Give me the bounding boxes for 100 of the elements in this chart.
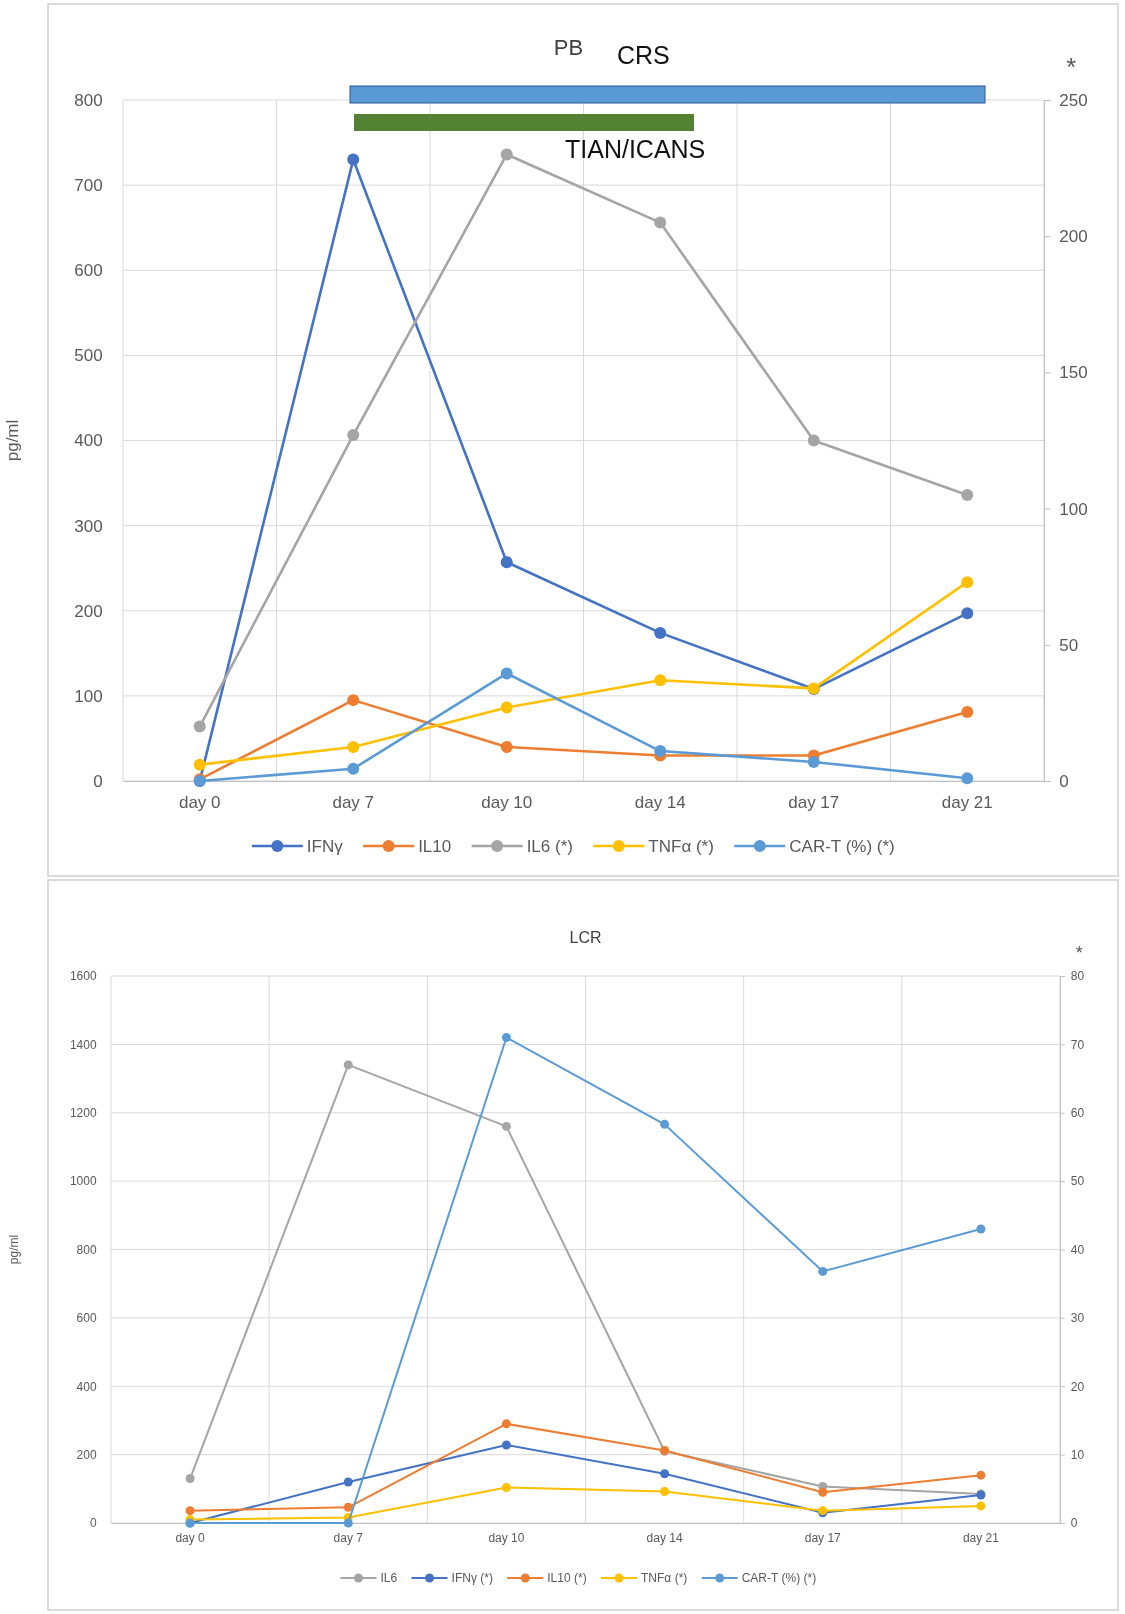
point [654,745,667,758]
y2-tick-label: 80 [1070,969,1085,984]
y-tick-label: 500 [74,346,103,366]
point [501,1033,511,1043]
point [660,1487,670,1497]
point [961,488,974,501]
legend-label: IL10 (*) [547,1571,587,1586]
point [500,556,513,569]
chart-title: PB [553,35,584,60]
point [961,772,974,785]
point [347,694,360,707]
y-tick-label: 800 [74,90,103,110]
y2-axis-title: * [1066,53,1077,82]
point [343,1518,353,1528]
point [343,1477,353,1487]
point [501,1121,511,1131]
point [347,153,360,166]
point [347,762,360,775]
point [654,674,667,687]
point [501,1440,511,1450]
y2-tick-label: 250 [1059,90,1088,110]
y2-tick-label: 70 [1070,1037,1085,1052]
point [976,1224,986,1234]
annotation: TIAN/ICANS [565,135,706,163]
text: CRS [617,41,670,69]
y-tick-label: 600 [74,261,103,281]
point [500,667,513,680]
y2-tick-label: 50 [1070,1174,1085,1189]
point [818,1487,828,1497]
y2-tick-label: 30 [1070,1311,1085,1326]
point [343,1502,353,1512]
x-tick-label: day 7 [333,1531,364,1546]
y-tick-label: 700 [74,176,103,196]
point [976,1501,986,1511]
x-tick-label: day 17 [804,1531,842,1546]
y-tick-label: 1000 [69,1174,97,1189]
legend-label: IFNγ [306,836,344,856]
y2-tick-label: 20 [1070,1379,1085,1394]
point [961,576,974,589]
y-tick-label: 200 [74,601,103,621]
legend-label: IL10 [418,836,452,856]
point [193,758,206,771]
y-tick-label: 600 [76,1311,97,1326]
y-tick-label: 1400 [69,1037,97,1052]
point [347,740,360,753]
legend-label: CAR-T (%) (*) [741,1571,817,1586]
point [501,1482,511,1492]
y-tick-label: 1600 [69,969,97,984]
y-tick-label: 200 [76,1447,97,1462]
y-tick-label: 400 [74,431,103,451]
point [343,1060,353,1070]
y2-tick-label: 0 [1070,1516,1078,1531]
point [501,1419,511,1429]
point [347,429,360,442]
x-tick-label: day 17 [788,793,840,813]
x-tick-label: day 0 [178,793,221,813]
y2-tick-label: 40 [1070,1242,1085,1257]
point [660,1119,670,1129]
chart-title: LCR [569,929,602,946]
y-tick-label: 1200 [69,1106,97,1121]
y-tick-label: 0 [93,771,103,791]
point [185,1506,195,1516]
y2-tick-label: 0 [1059,771,1069,791]
y2-tick-label: 50 [1059,635,1079,655]
point [818,1266,828,1276]
y2-tick-label: 150 [1059,363,1088,383]
legend-label: CAR-T (%) (*) [789,836,895,856]
y-tick-label: 800 [76,1242,97,1257]
y2-axis-title: * [1075,943,1083,964]
point [961,607,974,620]
y-tick-label: 300 [74,516,103,536]
x-tick-label: day 0 [175,1531,206,1546]
point [807,755,820,768]
point [500,740,513,753]
y-tick-label: 100 [74,686,103,706]
x-tick-label: day 14 [646,1531,683,1546]
y-axis-title: pg/ml [3,419,22,462]
y-tick-label: 400 [76,1379,97,1394]
point [961,706,974,719]
y-axis-title: pg/ml [7,1234,21,1265]
legend-label: IL6 (*) [526,836,573,856]
point [807,434,820,447]
x-tick-label: day 21 [941,793,993,813]
point [654,216,667,229]
point [660,1469,670,1479]
point [185,1474,195,1484]
x-tick-label: day 21 [962,1531,1000,1546]
point [193,720,206,733]
point [500,701,513,714]
x-tick-label: day 7 [332,793,375,813]
y2-tick-label: 60 [1070,1106,1085,1121]
point [976,1470,986,1480]
y2-tick-label: 200 [1059,227,1088,247]
y-tick-label: 0 [89,1516,97,1531]
legend-label: IFNγ (*) [451,1571,493,1586]
legend-label: TNFα (*) [648,836,714,856]
y2-tick-label: 100 [1059,499,1088,519]
point [500,148,513,161]
point [654,626,667,639]
x-tick-label: day 10 [481,793,533,813]
